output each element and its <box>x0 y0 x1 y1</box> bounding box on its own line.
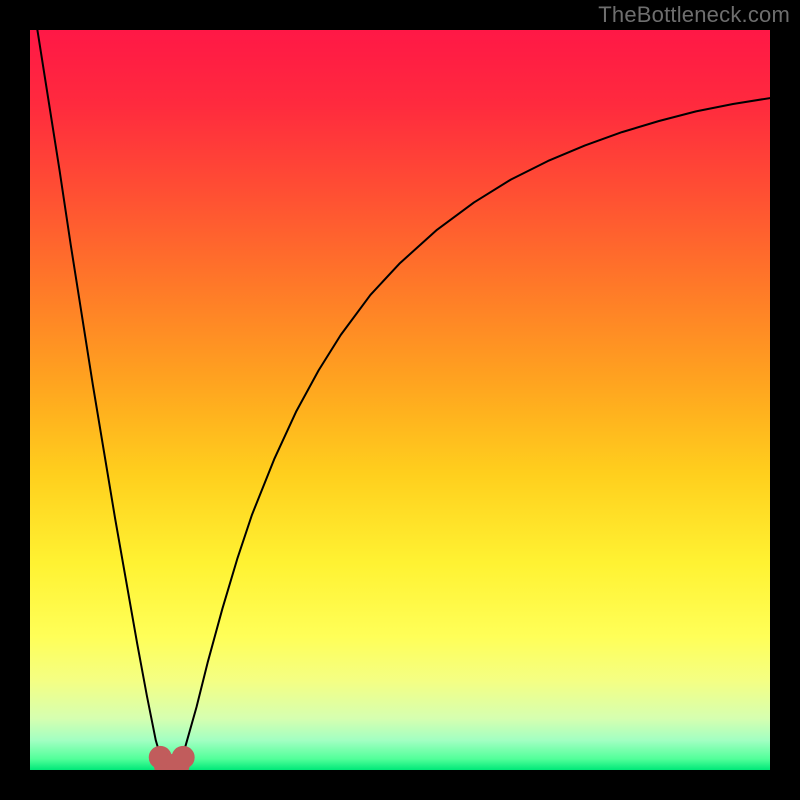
watermark-text: TheBottleneck.com <box>598 2 790 28</box>
bottleneck-curve-chart <box>0 0 800 800</box>
chart-container: TheBottleneck.com <box>0 0 800 800</box>
optimum-marker <box>172 746 194 768</box>
